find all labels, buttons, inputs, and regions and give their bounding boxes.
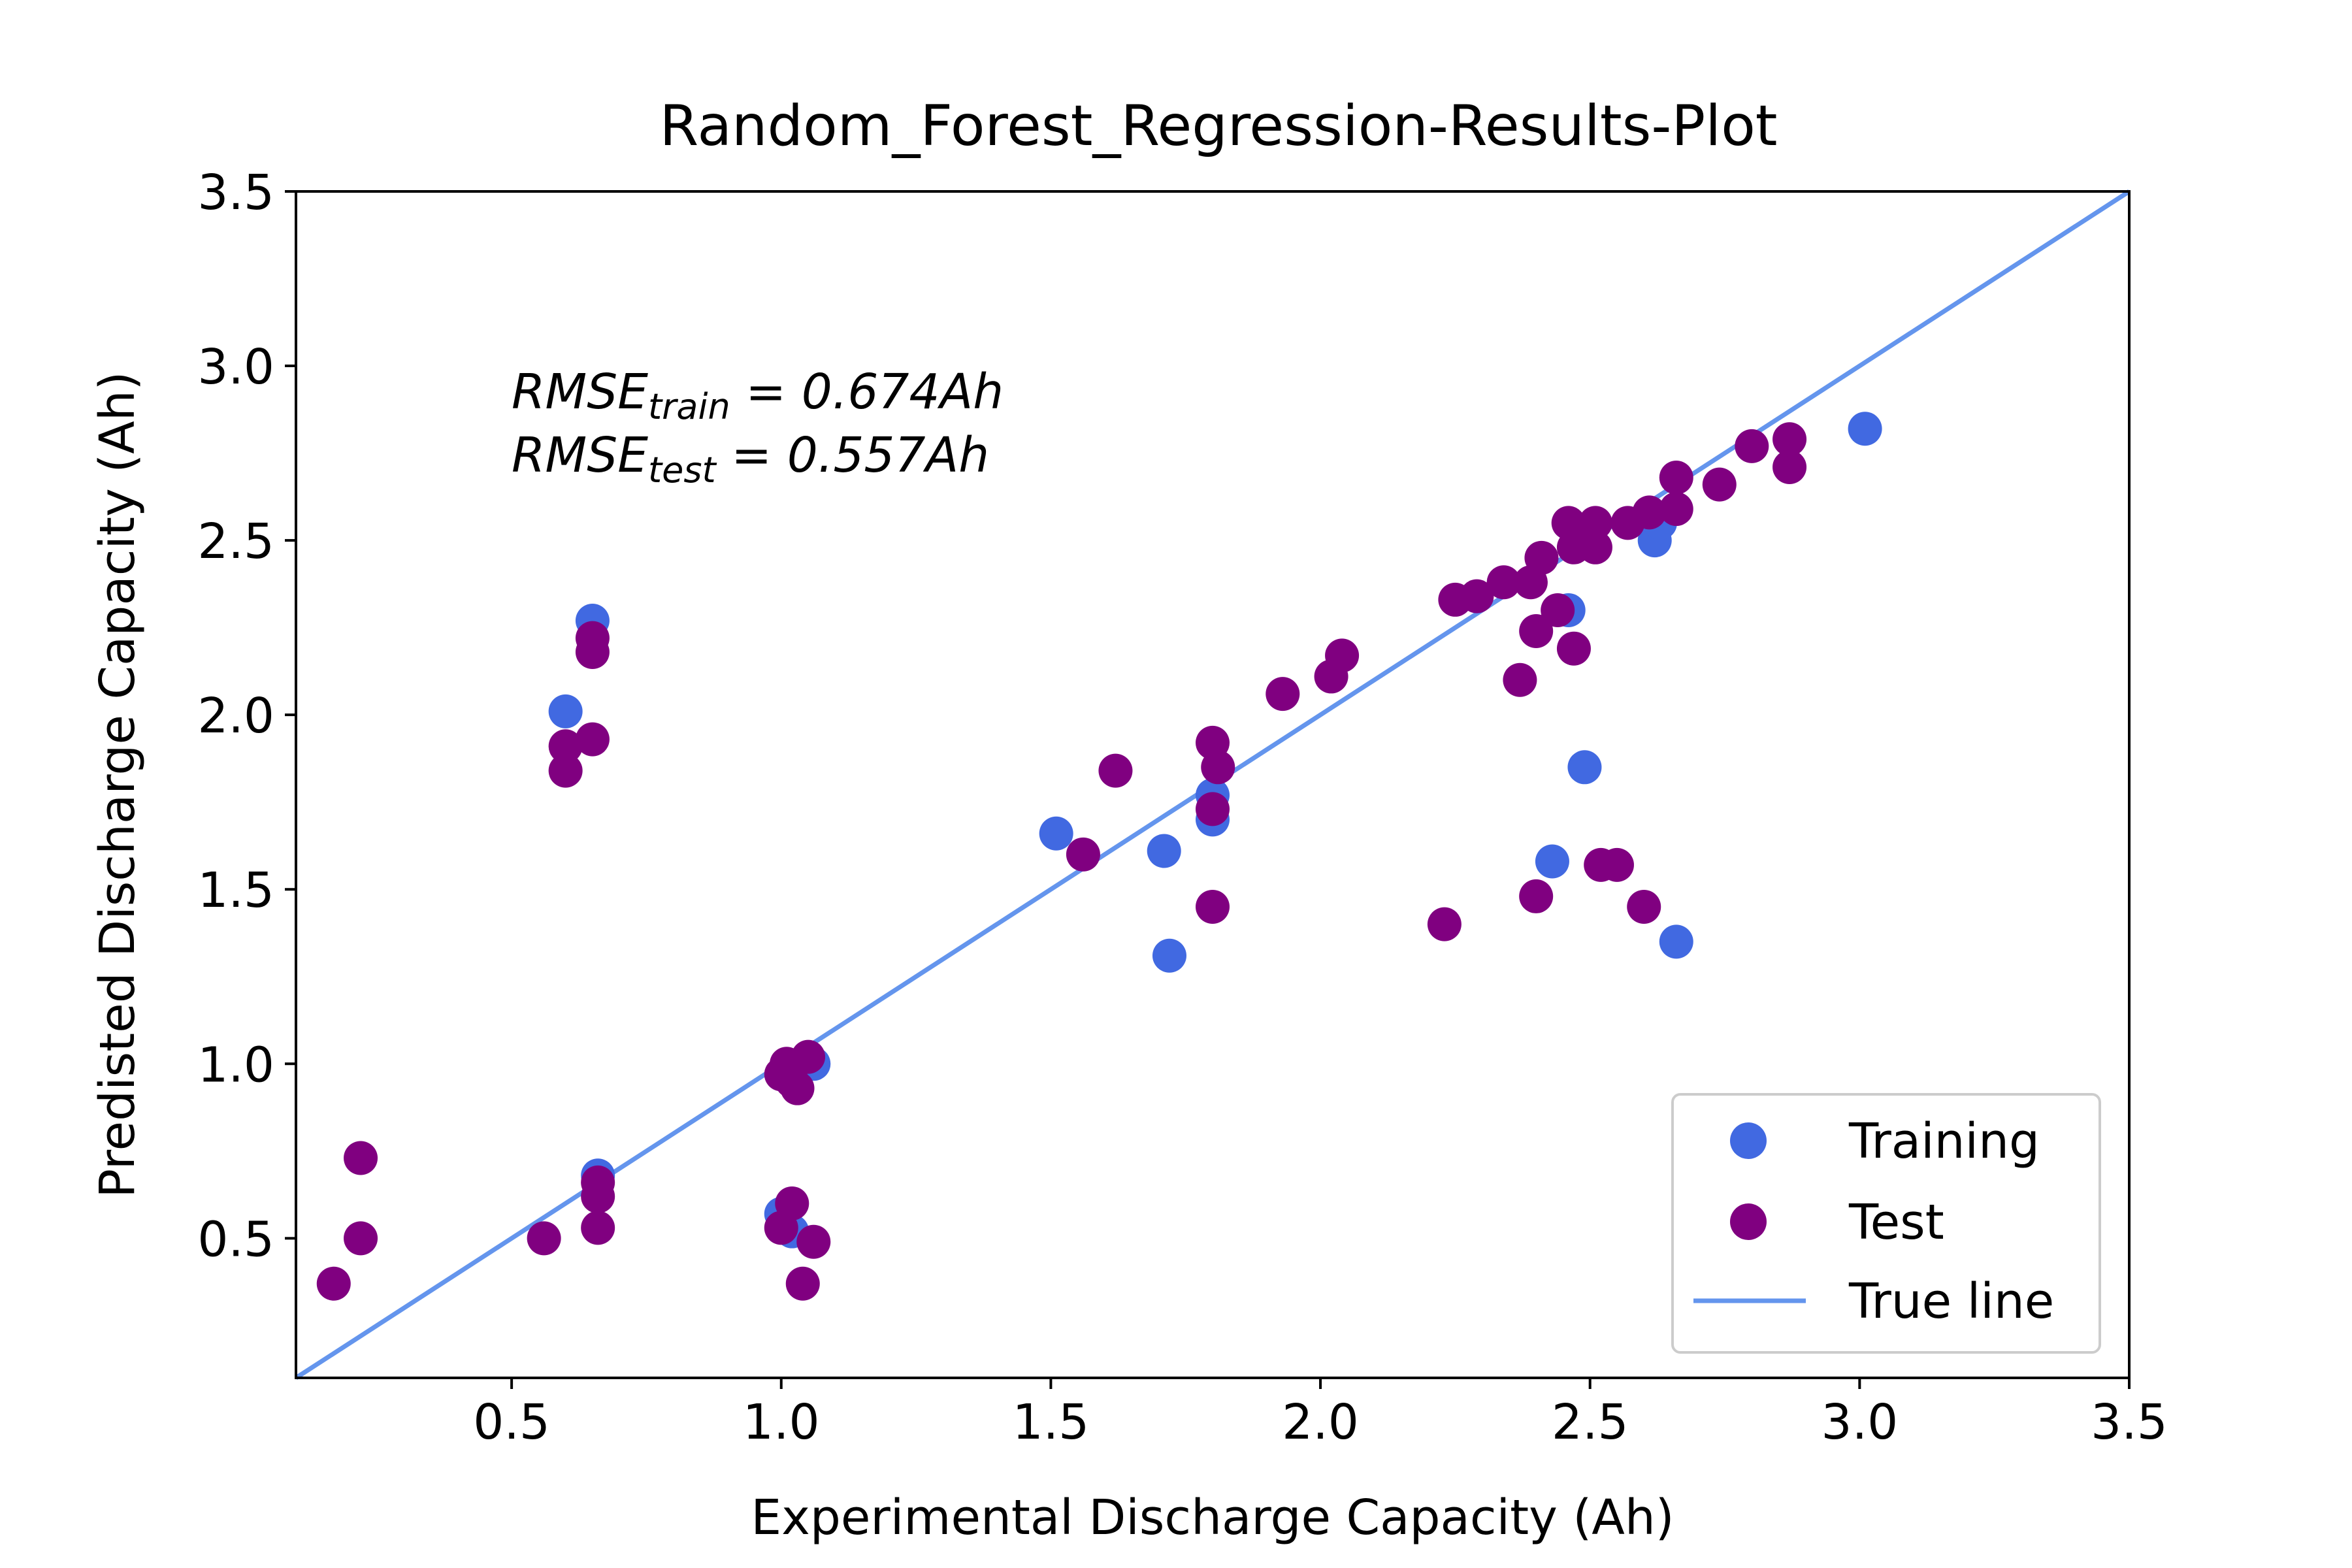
y-axis-label: Predisted Discharge Capacity (Ah) [90, 371, 146, 1198]
legend-box [1671, 1093, 2101, 1354]
test-point [1066, 837, 1100, 872]
test-point [344, 1141, 378, 1175]
legend-training-marker [1730, 1122, 1767, 1159]
test-point [1578, 506, 1612, 540]
test-point [1519, 613, 1554, 648]
training-point [1039, 816, 1073, 851]
legend-test-label: Test [1848, 1194, 1944, 1250]
points-layer [316, 412, 1882, 1301]
test-point [1196, 889, 1230, 924]
y-axis: 0.5 1.0 1.5 2.0 2.5 3.0 3.5 [197, 165, 296, 1267]
x-tick-label: 3.0 [1821, 1394, 1899, 1450]
x-tick-label: 1.0 [743, 1394, 820, 1450]
test-point [1098, 753, 1133, 788]
test-point [1427, 907, 1462, 941]
test-point [785, 1266, 820, 1301]
test-point [344, 1221, 378, 1256]
test-point [780, 1071, 815, 1105]
y-tick-label: 2.0 [197, 688, 274, 744]
chart-title: Random_Forest_Regression-Results-Plot [659, 93, 1777, 159]
legend-test-marker [1730, 1203, 1767, 1240]
training-point [1567, 750, 1602, 785]
test-point [548, 729, 583, 764]
rmse-train-prefix: RMSE [512, 364, 648, 420]
test-point [1460, 579, 1494, 613]
test-point [575, 635, 610, 670]
test-point [1632, 495, 1667, 530]
test-point [1599, 847, 1634, 882]
rmse-test-prefix: RMSE [512, 427, 648, 483]
test-point [1659, 460, 1693, 495]
test-point [1772, 449, 1807, 484]
test-point [581, 1211, 615, 1245]
legend-true-line-label: True line [1848, 1273, 2054, 1330]
x-tick-label: 3.5 [2091, 1394, 2168, 1450]
training-point [1147, 834, 1181, 868]
training-point [1152, 938, 1186, 973]
test-point [316, 1266, 351, 1301]
y-tick-label: 2.5 [197, 514, 274, 570]
test-point [1735, 429, 1769, 463]
test-point [1702, 467, 1737, 502]
test-point [1486, 565, 1521, 600]
training-point [548, 694, 583, 728]
rmse-test-text: RMSEtest = 0.557Ah [512, 427, 989, 491]
test-point [1266, 677, 1300, 711]
rmse-train-text: RMSEtrain = 0.674Ah [512, 364, 1004, 427]
rmse-train-value: = 0.674Ah [730, 364, 1004, 420]
test-point [1556, 631, 1591, 666]
test-point [1524, 540, 1559, 575]
training-point [1535, 844, 1569, 879]
test-point [796, 1224, 831, 1259]
plot-area [295, 189, 2131, 1380]
plot-frame [295, 190, 2131, 1379]
test-point [1196, 792, 1230, 826]
training-point [1659, 924, 1693, 959]
test-point [1325, 638, 1360, 673]
test-point [527, 1221, 561, 1256]
y-tick-label: 3.0 [197, 339, 274, 395]
test-point [575, 722, 610, 757]
rmse-train-subscript: train [648, 386, 730, 427]
y-tick-label: 3.5 [197, 165, 274, 221]
test-point [1659, 492, 1693, 527]
series-test [316, 422, 1807, 1301]
test-point [775, 1186, 809, 1220]
test-point [1627, 889, 1661, 924]
test-point [1519, 879, 1554, 913]
x-tick-label: 2.5 [1552, 1394, 1629, 1450]
x-tick-label: 2.0 [1282, 1394, 1359, 1450]
test-point [1503, 662, 1537, 697]
x-tick-label: 0.5 [473, 1394, 550, 1450]
test-point [1578, 530, 1612, 564]
legend: Training Test True line [1671, 1093, 2101, 1354]
test-point [581, 1179, 615, 1214]
test-point [1201, 750, 1235, 785]
rmse-test-subscript: test [648, 449, 717, 491]
y-tick-label: 1.0 [197, 1037, 274, 1093]
y-tick-label: 1.5 [197, 862, 274, 919]
x-axis-label: Experimental Discharge Capacity (Ah) [751, 1490, 1674, 1546]
legend-training-label: Training [1848, 1113, 2040, 1169]
rmse-test-value: = 0.557Ah [716, 427, 989, 483]
rmse-annotation: RMSEtrain = 0.674Ah RMSEtest = 0.557Ah [512, 364, 1004, 491]
x-tick-label: 1.5 [1013, 1394, 1090, 1450]
test-point [1541, 593, 1575, 627]
test-point [1772, 422, 1807, 457]
y-tick-label: 0.5 [197, 1211, 274, 1267]
x-axis: 0.5 1.0 1.5 2.0 2.5 3.0 3.5 [473, 1378, 2168, 1450]
training-point [1848, 412, 1882, 446]
test-point [548, 753, 583, 788]
test-point [791, 1039, 826, 1074]
